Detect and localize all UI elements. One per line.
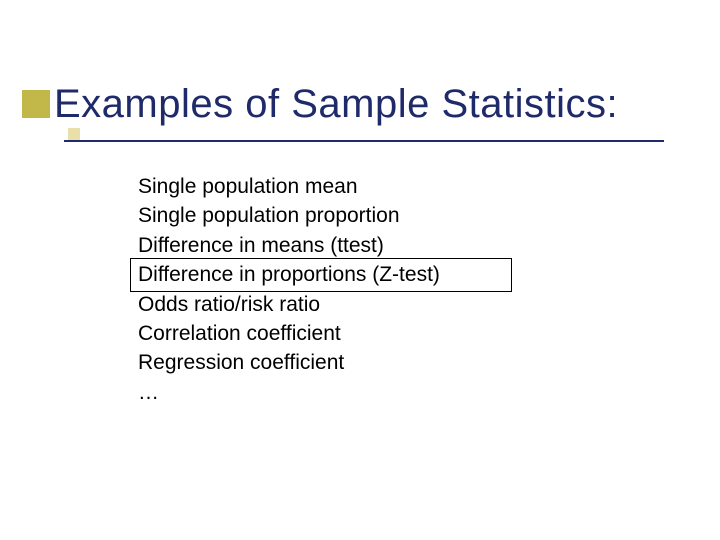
list-item: Difference in means (ttest) <box>138 231 440 260</box>
list-item: Odds ratio/risk ratio <box>138 290 440 319</box>
list-item: Regression coefficient <box>138 348 440 377</box>
slide-container: Examples of Sample Statistics: Single po… <box>0 0 720 540</box>
content-block: Single population mean Single population… <box>138 172 440 407</box>
list-item: Difference in proportions (Z-test) <box>138 260 440 289</box>
list-item: Single population proportion <box>138 201 440 230</box>
accent-square-large <box>22 90 50 118</box>
accent-square-small <box>68 128 80 140</box>
slide-title: Examples of Sample Statistics: <box>54 82 618 127</box>
title-underline <box>64 140 664 142</box>
list-item: Correlation coefficient <box>138 319 440 348</box>
list-item: … <box>138 378 440 407</box>
list-item: Single population mean <box>138 172 440 201</box>
